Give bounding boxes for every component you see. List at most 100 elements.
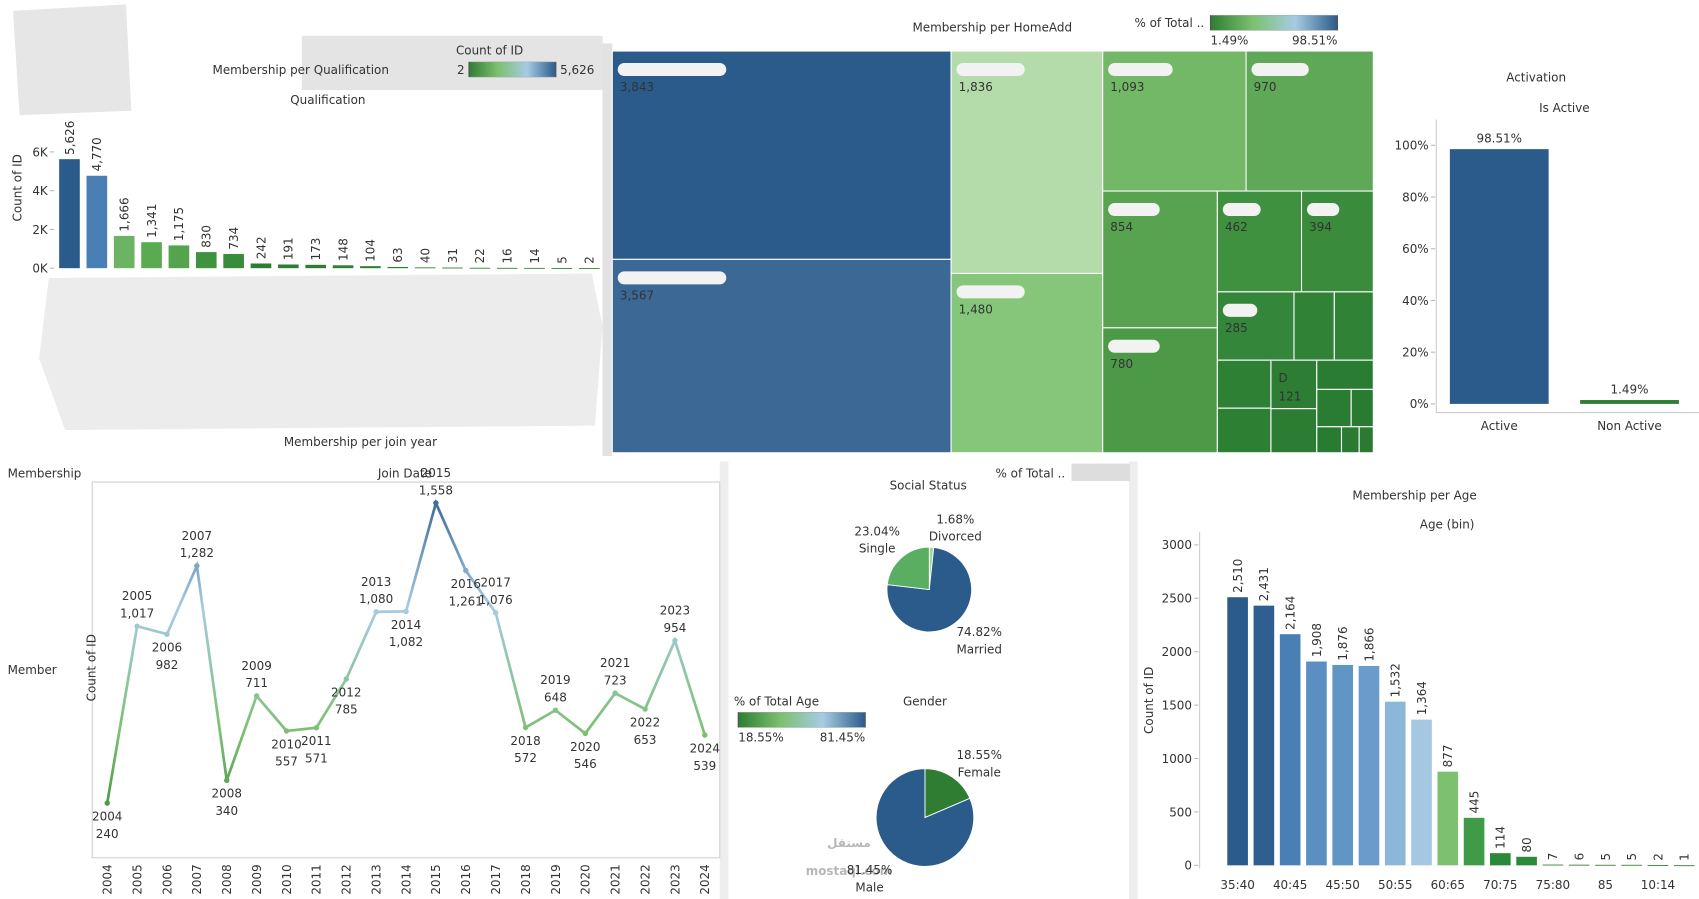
redacted-label: [1251, 62, 1309, 77]
legend-label: 18.55%: [738, 731, 784, 745]
value-label: 2,431: [1257, 567, 1271, 601]
value-label: 539: [693, 759, 716, 773]
subtitle: Qualification: [290, 93, 365, 107]
x-tick-label: 2017: [489, 864, 503, 894]
value-label: 723: [604, 673, 627, 687]
point-year: 2022: [630, 715, 660, 729]
value-label: 104: [364, 239, 378, 262]
bar: [195, 252, 217, 269]
point: [313, 725, 320, 731]
point: [702, 732, 708, 738]
value-label: 81.45%: [847, 863, 893, 877]
value-label: 877: [1441, 745, 1455, 768]
value-label: 31: [446, 248, 460, 263]
redaction: [39, 273, 603, 430]
bar: [141, 242, 162, 269]
value-label: 1,261: [449, 594, 483, 608]
point-year: 2013: [361, 575, 391, 589]
x-tick-label: 2008: [220, 864, 234, 894]
value-label: 970: [1254, 80, 1277, 94]
treemap-cell: [1340, 426, 1360, 454]
y-label: Count of ID: [85, 634, 99, 701]
value-label: 22: [473, 248, 487, 263]
point-year: 2023: [660, 603, 690, 617]
redacted-label: [1108, 339, 1160, 353]
legend-label: 81.45%: [820, 731, 866, 745]
value-label: 98.51%: [1476, 132, 1522, 146]
slice-label: Married: [956, 643, 1001, 657]
point: [164, 631, 170, 637]
value-label: 5: [1625, 853, 1639, 861]
point: [104, 800, 110, 806]
bar: [278, 264, 299, 269]
bar: [1580, 400, 1679, 404]
y-tick-label: 20%: [1402, 346, 1429, 360]
value-label: 191: [282, 237, 296, 260]
x-tick-label: 70:75: [1483, 878, 1517, 892]
bar: [1568, 864, 1590, 866]
redacted-label: [617, 62, 727, 77]
treemap-cell: [1358, 426, 1374, 454]
pie-slice: [886, 546, 930, 591]
x-tick-label: 35:40: [1220, 878, 1254, 892]
x-tick-label: 2021: [609, 864, 623, 894]
x-tick-label: 2015: [429, 864, 443, 894]
y-tick-label: 1500: [1162, 698, 1192, 712]
y-tick-label: 2500: [1162, 592, 1192, 606]
point-year: 2017: [480, 576, 510, 590]
point: [134, 623, 140, 629]
title: Activation: [1506, 70, 1566, 84]
value-label: 1,282: [180, 546, 214, 560]
value-label: 1,093: [1110, 80, 1144, 94]
value-label: 648: [544, 691, 567, 705]
treemap-cell: [950, 272, 1104, 454]
value-label: 780: [1110, 357, 1133, 371]
redacted-label: [956, 62, 1025, 77]
x-tick-label: 2005: [130, 864, 144, 894]
value-label: 1,908: [1310, 623, 1324, 657]
point-year: 2014: [391, 618, 421, 632]
value-label: 2,164: [1283, 596, 1297, 630]
value-label: 80: [1520, 837, 1534, 852]
value-label: 74.82%: [956, 625, 1002, 639]
value-label: 16: [501, 248, 515, 263]
legend-label: 2: [457, 63, 465, 77]
x-tick-label: 60:65: [1431, 878, 1465, 892]
x-tick-label: 45:50: [1325, 878, 1359, 892]
y-tick-label: 80%: [1402, 190, 1429, 204]
point: [463, 567, 469, 574]
x-tick-label: 2009: [250, 864, 264, 894]
bar: [1332, 664, 1354, 866]
y-tick-label: 40%: [1402, 294, 1429, 308]
point: [522, 724, 529, 731]
plot-frame: [91, 481, 721, 859]
y-tick-label: 6K: [32, 145, 49, 159]
row-label: Member: [8, 663, 57, 677]
x-tick-label: 2013: [369, 864, 383, 894]
value-label: 557: [275, 755, 298, 769]
legend-title: % of Total ..: [1134, 16, 1204, 30]
point-year: 2016: [451, 577, 481, 591]
legend-swatch: [1071, 463, 1131, 481]
value-label: 1,080: [359, 592, 393, 606]
redacted-label: [1222, 202, 1261, 217]
point-year: 2006: [152, 641, 182, 655]
x-tick-label: 2023: [668, 864, 682, 894]
x-tick-label: 2024: [698, 864, 712, 894]
y-tick-label: 3000: [1162, 538, 1192, 552]
point-year: 2019: [540, 673, 570, 687]
value-label: 285: [1225, 321, 1248, 335]
point-year: 2008: [212, 787, 242, 801]
value-label: 240: [96, 827, 119, 841]
value-label: 1,082: [389, 635, 423, 649]
bar: [1384, 701, 1406, 866]
value-label: 4,770: [90, 137, 104, 171]
divider: [602, 43, 613, 457]
redacted-label: [617, 271, 727, 285]
point-year: 2021: [600, 656, 630, 670]
x-tick-label: 2020: [579, 864, 593, 894]
y-label: Count of ID: [11, 154, 25, 221]
value-label: 1,017: [120, 607, 154, 621]
x-tick-label: 2007: [190, 864, 204, 894]
x-tick-label: 10:14: [1641, 878, 1675, 892]
